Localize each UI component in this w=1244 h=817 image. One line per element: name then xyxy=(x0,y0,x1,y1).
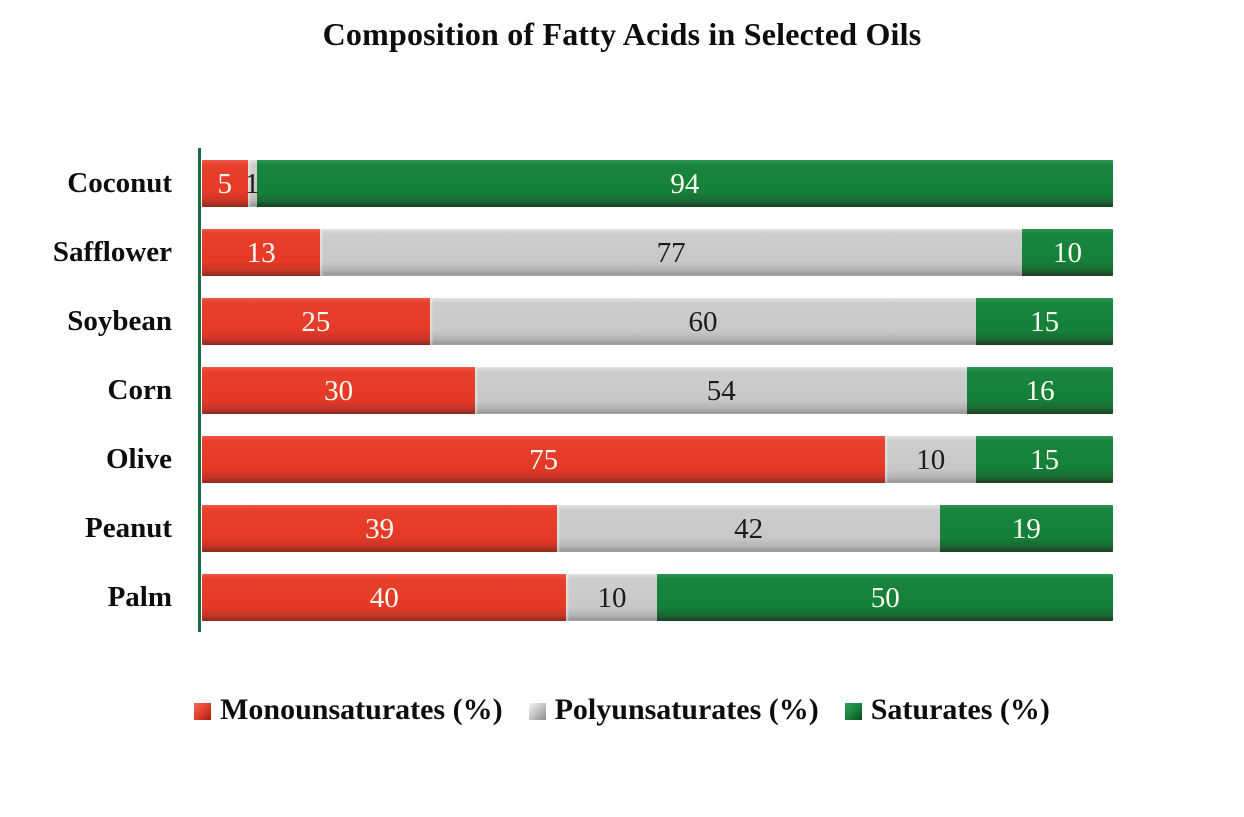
value-label: 15 xyxy=(1030,444,1060,476)
bar-segment-sat: 50 xyxy=(657,574,1113,621)
bar-segment-mono: 25 xyxy=(202,298,430,345)
category-label: Peanut xyxy=(85,512,172,544)
bar-segment-poly: 77 xyxy=(320,229,1022,276)
bar-row: Palm 40 10 50 xyxy=(0,574,1113,621)
legend-item-sat: Saturates (%) xyxy=(844,692,1050,728)
bar-track: 5 1 94 xyxy=(202,160,1113,207)
value-label: 15 xyxy=(1030,306,1060,338)
value-label: 94 xyxy=(670,168,700,200)
value-label: 50 xyxy=(870,582,900,614)
legend-label: Polyunsaturates (%) xyxy=(554,693,819,726)
value-label: 13 xyxy=(246,237,276,269)
category-label: Corn xyxy=(107,374,172,406)
y-axis-line xyxy=(198,148,201,632)
category-label: Safflower xyxy=(52,236,172,268)
category-label: Soybean xyxy=(67,305,172,337)
bar-segment-sat: 15 xyxy=(976,298,1113,345)
bar-track: 39 42 19 xyxy=(202,505,1113,552)
bar-segment-poly: 10 xyxy=(885,436,977,483)
bar-row: Safflower 13 77 10 xyxy=(0,229,1113,276)
value-label: 10 xyxy=(597,582,627,614)
value-label: 25 xyxy=(301,306,331,338)
bar-segment-sat: 94 xyxy=(256,160,1113,207)
value-label: 77 xyxy=(656,237,686,269)
bar-track: 25 60 15 xyxy=(202,298,1113,345)
bar-segment-poly: 10 xyxy=(566,574,658,621)
value-label: 40 xyxy=(369,582,399,614)
bar-segment-sat: 15 xyxy=(976,436,1113,483)
plot-area: Coconut 5 1 94 Safflower 13 77 10 Soybean 25 60 15 C… xyxy=(0,148,1113,632)
value-label: 5 xyxy=(217,168,233,200)
value-label: 30 xyxy=(324,375,354,407)
value-label: 1 xyxy=(244,168,260,200)
bar-row: Coconut 5 1 94 xyxy=(0,160,1113,207)
bar-segment-poly: 54 xyxy=(475,367,968,414)
bar-track: 30 54 16 xyxy=(202,367,1113,414)
bar-segment-mono: 30 xyxy=(202,367,476,414)
value-label: 10 xyxy=(1052,237,1082,269)
legend-item-mono: Monounsaturates (%) xyxy=(194,692,503,728)
value-label: 19 xyxy=(1011,513,1041,545)
legend-label: Monounsaturates (%) xyxy=(220,693,503,726)
value-label: 16 xyxy=(1025,375,1055,407)
bar-segment-sat: 16 xyxy=(967,367,1113,414)
bar-segment-mono: 39 xyxy=(202,505,558,552)
legend-label: Saturates (%) xyxy=(870,693,1050,726)
bars-region: Coconut 5 1 94 Safflower 13 77 10 Soybean 25 60 15 C… xyxy=(0,148,1113,632)
bar-track: 40 10 50 xyxy=(202,574,1113,621)
legend-swatch-sat xyxy=(844,702,862,720)
legend-item-poly: Polyunsaturates (%) xyxy=(528,692,819,728)
value-label: 60 xyxy=(688,306,718,338)
legend-swatch-mono xyxy=(194,702,212,720)
value-label: 42 xyxy=(734,513,764,545)
legend-swatch-poly xyxy=(528,702,546,720)
bar-row: Soybean 25 60 15 xyxy=(0,298,1113,345)
value-label: 54 xyxy=(706,375,736,407)
bar-segment-poly: 42 xyxy=(557,505,940,552)
bar-segment-mono: 5 xyxy=(202,160,248,207)
bar-segment-poly: 60 xyxy=(429,298,977,345)
bar-segment-mono: 40 xyxy=(202,574,567,621)
chart-title: Composition of Fatty Acids in Selected O… xyxy=(322,16,922,52)
bar-track: 75 10 15 xyxy=(202,436,1113,483)
legend: Monounsaturates (%) Polyunsaturates (%) Sa… xyxy=(0,692,1244,728)
bar-segment-mono: 75 xyxy=(202,436,886,483)
value-label: 75 xyxy=(529,444,559,476)
bar-row: Peanut 39 42 19 xyxy=(0,505,1113,552)
value-label: 39 xyxy=(365,513,395,545)
bar-row: Olive 75 10 15 xyxy=(0,436,1113,483)
bar-segment-sat: 10 xyxy=(1021,229,1113,276)
category-label: Palm xyxy=(107,581,172,613)
category-label: Coconut xyxy=(67,167,172,199)
bar-row: Corn 30 54 16 xyxy=(0,367,1113,414)
bar-segment-mono: 13 xyxy=(202,229,321,276)
bar-segment-sat: 19 xyxy=(939,505,1113,552)
category-label: Olive xyxy=(105,443,172,475)
bar-track: 13 77 10 xyxy=(202,229,1113,276)
value-label: 10 xyxy=(916,444,946,476)
bar-segment-poly: 1 xyxy=(244,160,260,207)
